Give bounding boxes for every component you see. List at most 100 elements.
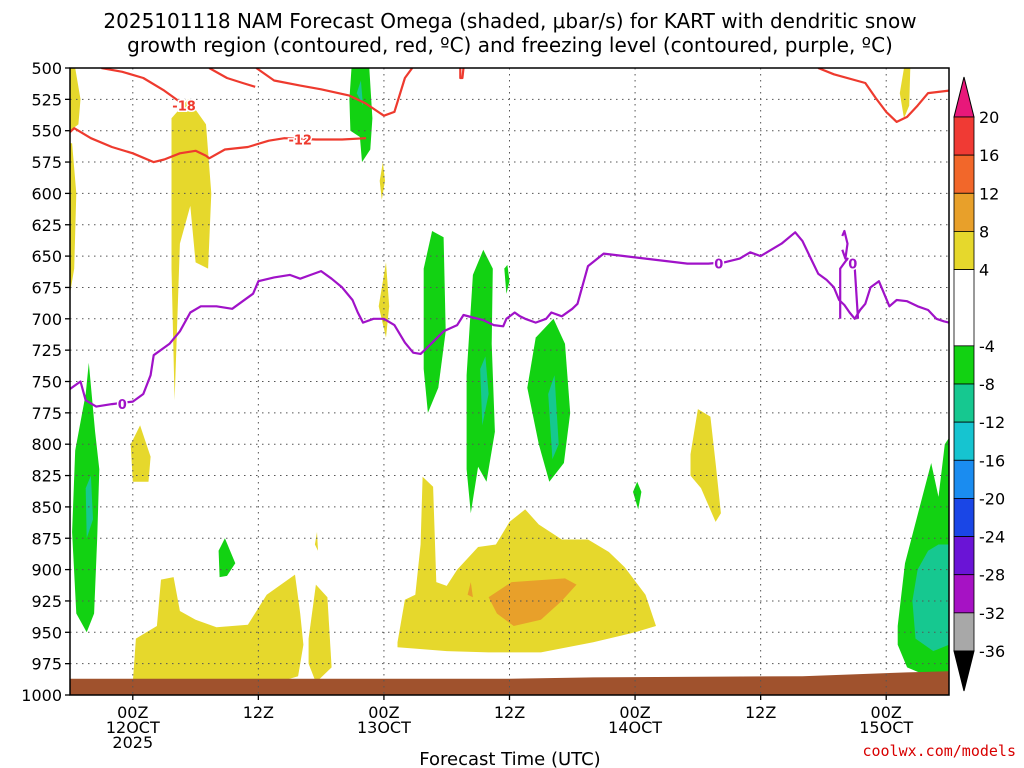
colorbar-bin [953,116,975,156]
x-tick-label: 15OCT [859,718,913,737]
freezing-level-contour [70,231,949,408]
colorbar-tick-label: 20 [979,108,999,127]
contour-labels: -18 -12 0 0 0 [116,98,858,414]
y-tick-label: 950 [31,623,62,642]
colorbar-tick-label: -36 [979,642,1005,661]
y-tick-label: 850 [31,498,62,517]
omega-shaded-region [132,574,304,690]
colorbar-bin [953,154,975,194]
colorbar-tick-label: -20 [979,489,1005,508]
colorbar-bin [953,459,975,499]
ground-layer [70,671,949,695]
dendritic-growth-contour [101,68,181,103]
x-tick-label: 13OCT [357,718,411,737]
colorbar-tick-label: -16 [979,451,1005,470]
grid-lines [70,68,949,695]
y-tick-label: 625 [31,216,62,235]
colorbar-tick-label: 16 [979,146,999,165]
chart-title-line2: growth region (contoured, red, ºC) and f… [127,33,893,57]
contour-lines [70,68,949,408]
colorbar-bin [953,536,975,576]
omega-shaded-region [633,481,642,510]
colorbar-tick-label: -8 [979,375,995,394]
y-tick-label: 650 [31,247,62,266]
omega-shaded-region [70,143,77,294]
dendritic-growth-contour [70,127,367,164]
chart-title-line1: 2025101118 NAM Forecast Omega (shaded, μ… [103,9,916,33]
colorbar-bin [953,231,975,270]
ground-surface [70,671,949,695]
omega-shaded-region [378,262,390,338]
dendritic-growth-contour [817,68,949,124]
y-tick-label: 925 [31,592,62,611]
y-tick-label: 525 [31,90,62,109]
dendritic-growth-contour [208,68,256,88]
omega-shaded-region [308,584,332,683]
y-tick-label: 725 [31,341,62,360]
colorbar-arrow-top [953,76,975,118]
x-tick-label: 12Z [243,703,274,722]
colorbar-bin [953,421,975,461]
contour-label: 0 [118,398,127,413]
x-tick-label: 12OCT [106,718,160,737]
credit-label: coolwx.com/models [862,742,1016,760]
colorbar-bin [953,269,975,347]
omega-shaded-region [488,578,577,626]
x-axis-title: Forecast Time (UTC) [419,749,600,768]
omega-shaded-region [912,544,949,652]
freezing-level-contour [839,257,860,319]
colorbar-bin [953,345,975,385]
contour-label: -12 [288,133,312,148]
dendritic-growth-contour [255,68,414,117]
y-tick-label: 675 [31,278,62,297]
freezing-level-contour [841,229,849,260]
omega-shaded-region [480,356,489,426]
y-tick-label: 750 [31,373,62,392]
x-tick-label: 14OCT [608,718,662,737]
omega-shaded-region [423,231,446,413]
colorbar-bin [953,574,975,614]
y-tick-label: 1000 [21,686,62,705]
x-tick-label: 00Z [368,703,399,722]
omega-shading [70,68,949,690]
y-tick-label: 875 [31,529,62,548]
colorbar-bin [953,383,975,423]
dendritic-growth-contour [459,68,465,80]
x-tick-label: 00Z [871,703,902,722]
y-tick-label: 775 [31,404,62,423]
y-tick-label: 825 [31,467,62,486]
omega-shaded-region [548,375,559,460]
colorbar-bin [953,612,975,652]
colorbar-tick-label: -4 [979,337,995,356]
y-tick-label: 975 [31,655,62,674]
contour-label: -18 [172,100,196,115]
y-tick-label: 550 [31,122,62,141]
omega-shaded-region [899,68,911,119]
omega-shaded-region [504,264,510,294]
omega-shaded-region [690,409,721,522]
omega-shaded-region [467,582,473,598]
omega-shaded-region [171,99,212,401]
omega-shaded-region [72,362,100,633]
y-tick-label: 700 [31,310,62,329]
x-tick-label: 12Z [494,703,525,722]
colorbar: 20 16 12 8 4 -4 -8 -12 -16 -20 -24 -28 -32 -36 [953,76,1005,692]
omega-shaded-region [397,476,656,653]
contour-label: 0 [848,258,857,273]
omega-shaded-region [130,425,151,482]
y-tick-label: 800 [31,435,62,454]
colorbar-tick-label: -24 [979,528,1005,547]
y-axis: 500 525 550 575 600 625 650 675 700 725 750 775 800 8… [21,59,70,705]
colorbar-bin [953,498,975,537]
plot-area [70,68,949,695]
y-tick-label: 600 [31,184,62,203]
x-tick-label: 2025 [112,733,153,752]
colorbar-tick-label: -28 [979,566,1005,585]
colorbar-bin [953,192,975,232]
y-tick-label: 500 [31,59,62,78]
x-tick-label: 12Z [745,703,776,722]
contour-label: 0 [714,258,723,273]
omega-shaded-region [70,68,81,131]
colorbar-tick-label: -32 [979,604,1005,623]
